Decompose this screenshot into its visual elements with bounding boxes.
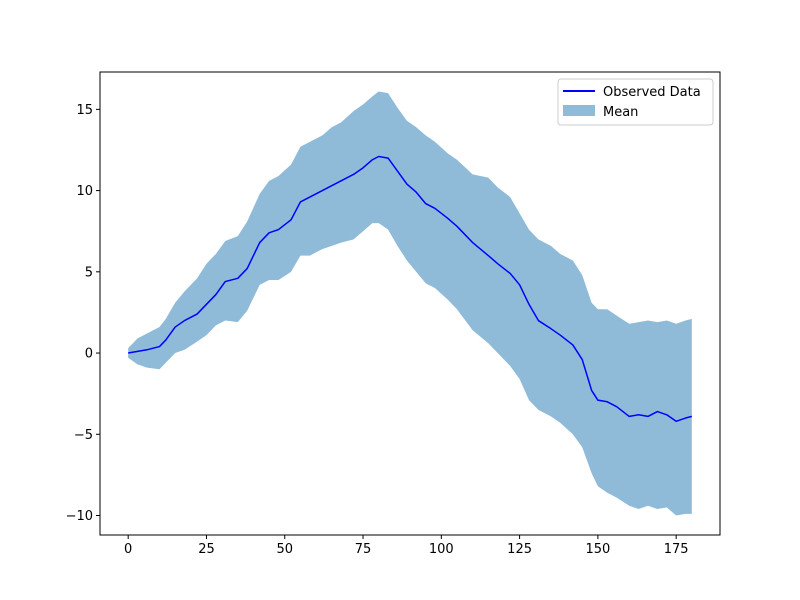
x-tick-label: 50 — [276, 542, 293, 557]
x-tick-label: 175 — [664, 542, 689, 557]
legend-label-mean: Mean — [603, 105, 638, 120]
y-tick-label: 10 — [76, 184, 93, 199]
y-tick-label: 5 — [85, 265, 93, 280]
confidence-band-layer — [128, 91, 692, 516]
x-tick-label: 125 — [507, 542, 532, 557]
y-tick-label: −10 — [66, 509, 93, 524]
x-tick-label: 75 — [355, 542, 372, 557]
series-line-observed-data — [128, 155, 693, 423]
axes-frame — [99, 71, 721, 536]
x-tick-label: 100 — [429, 542, 454, 557]
x-tick-label: 150 — [585, 542, 610, 557]
legend-box — [557, 78, 714, 126]
y-axis: −10 −5 0 5 10 15 — [66, 103, 100, 524]
x-tick-label: 0 — [124, 542, 132, 557]
line-layer — [128, 155, 693, 423]
y-tick-label: 0 — [85, 347, 93, 362]
y-tick-label: −5 — [74, 428, 93, 443]
legend-label-observed-data: Observed Data — [603, 85, 701, 100]
series-band-mean — [128, 91, 692, 516]
x-axis: 0 25 50 75 100 125 150 175 — [124, 535, 689, 557]
legend: Observed Data Mean — [557, 78, 714, 126]
x-tick-label: 25 — [198, 542, 215, 557]
y-tick-label: 15 — [76, 103, 93, 118]
legend-swatch-mean — [563, 105, 595, 116]
